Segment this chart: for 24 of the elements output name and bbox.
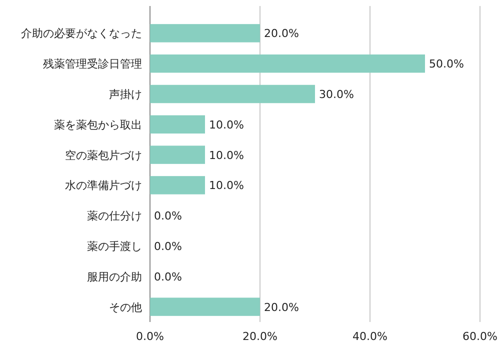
- category: 薬を薬包から取出: [54, 118, 142, 132]
- category: 残薬管理受診日管理: [43, 58, 142, 71]
- data-label: 30.0%: [319, 88, 354, 101]
- data-label: 10.0%: [209, 179, 244, 192]
- data-label: 20.0%: [264, 27, 299, 40]
- data-label: 0.0%: [154, 270, 182, 284]
- data-label: 10.0%: [209, 118, 244, 132]
- category: 服用の介助: [87, 270, 142, 284]
- data-label: 0.0%: [154, 240, 182, 253]
- data-label: 50.0%: [429, 58, 464, 71]
- category: その他: [109, 300, 142, 314]
- xtick: 40.0%: [352, 330, 388, 343]
- category: 空の薬包片づけ: [65, 148, 142, 162]
- category: 薬の手渡し: [87, 240, 142, 253]
- data-label: 0.0%: [154, 210, 182, 223]
- xtick: 20.0%: [242, 330, 278, 343]
- xtick: 0.0%: [136, 330, 164, 343]
- category: 介助の必要がなくなった: [21, 27, 142, 40]
- xtick: 60.0%: [462, 330, 498, 343]
- category: 薬の仕分け: [87, 210, 142, 223]
- data-label: 20.0%: [264, 300, 299, 314]
- category: 声掛け: [109, 88, 142, 101]
- category: 水の準備片づけ: [65, 179, 142, 192]
- data-label: 10.0%: [209, 148, 244, 162]
